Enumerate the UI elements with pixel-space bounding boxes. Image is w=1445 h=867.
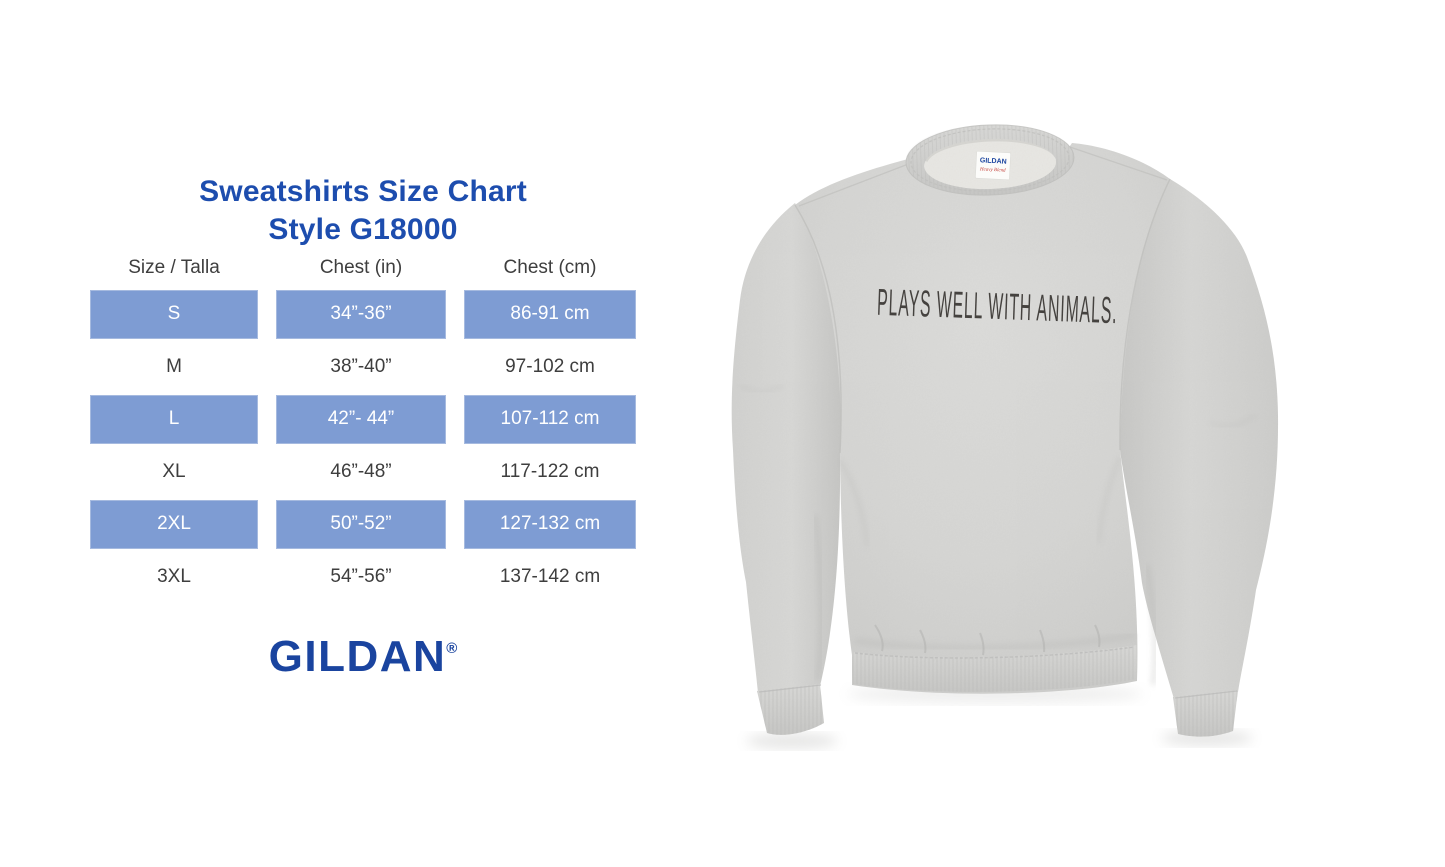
neck-tag: GILDAN Heavy Blend [975,150,1011,181]
cell-XL-chest_cm: 117-122 cm [500,460,600,482]
cell-2XL-chest_cm: 127-132 cm [464,499,636,549]
size-chart-header-row: Size / Talla Chest (in) Chest (cm) [90,248,636,288]
size-chart-title: Sweatshirts Size Chart Style G18000 [90,173,636,249]
cell-XL-size: XL [162,460,186,482]
cell-2XL-size: 2XL [90,499,258,549]
gildan-logo: GILDAN® [90,627,636,679]
cell-M-chest_in: 38”-40” [330,355,392,377]
cell-S-size: S [90,289,258,339]
cell-2XL-chest_in: 50”-52” [276,499,446,549]
cell-XL-chest_in: 46”-48” [330,460,392,482]
neck-tag-line: Heavy Blend [979,167,1006,173]
cell-3XL-chest_in: 54”-56” [330,565,392,587]
column-header-2: Chest (cm) [503,257,597,278]
cell-L-size: L [90,394,258,444]
neck-tag-brand: GILDAN [980,157,1007,165]
sweatshirt-photo: PLAYS WELL WITH ANIMALS. GILDAN Heavy Bl… [695,85,1445,865]
cell-L-chest_in: 42”- 44” [276,394,446,444]
cell-S-chest_cm: 86-91 cm [464,289,636,339]
cell-S-chest_in: 34”-36” [276,289,446,339]
cell-M-size: M [166,355,182,377]
column-header-0: Size / Talla [128,257,220,278]
size-chart-title-line2: Style G18000 [268,213,458,247]
size-chart-body: S 34”-36” 86-91 cm M 38”-40” 97-102 cm L 42”- 4… [90,288,636,603]
heather-texture [731,125,1279,737]
sweatshirt-illustration: PLAYS WELL WITH ANIMALS. GILDAN Heavy Bl… [731,122,1279,749]
cell-3XL-size: 3XL [157,565,191,587]
registered-trademark-symbol: ® [446,640,458,657]
gildan-logo-text: GILDAN [268,632,447,681]
size-chart-title-line1: Sweatshirts Size Chart [199,175,527,209]
size-chart-table: Size / Talla Chest (in) Chest (cm) S 34”-36… [90,248,636,603]
cell-3XL-chest_cm: 137-142 cm [499,565,601,587]
cell-L-chest_cm: 107-112 cm [464,394,636,444]
column-header-1: Chest (in) [319,257,403,278]
cell-M-chest_cm: 97-102 cm [505,355,595,377]
